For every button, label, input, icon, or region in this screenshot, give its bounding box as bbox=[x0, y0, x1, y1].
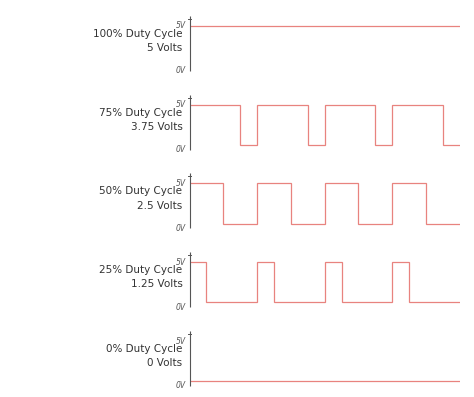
Text: 0V: 0V bbox=[175, 224, 185, 233]
Text: 50% Duty Cycle: 50% Duty Cycle bbox=[100, 186, 182, 197]
Text: 0V: 0V bbox=[175, 382, 185, 390]
Text: 0 Volts: 0 Volts bbox=[147, 358, 182, 368]
Text: 5V: 5V bbox=[175, 100, 185, 109]
Text: 1.25 Volts: 1.25 Volts bbox=[131, 279, 182, 289]
Text: 0% Duty Cycle: 0% Duty Cycle bbox=[106, 344, 182, 354]
Text: 75% Duty Cycle: 75% Duty Cycle bbox=[100, 108, 182, 118]
Text: 3.75 Volts: 3.75 Volts bbox=[131, 122, 182, 132]
Text: 2.5 Volts: 2.5 Volts bbox=[137, 200, 182, 211]
Text: 25% Duty Cycle: 25% Duty Cycle bbox=[100, 265, 182, 275]
Text: 0V: 0V bbox=[175, 145, 185, 154]
Text: 5 Volts: 5 Volts bbox=[147, 43, 182, 53]
Text: 5V: 5V bbox=[175, 179, 185, 188]
Text: 0V: 0V bbox=[175, 66, 185, 75]
Text: 0V: 0V bbox=[175, 303, 185, 312]
Text: 5V: 5V bbox=[175, 337, 185, 345]
Text: 5V: 5V bbox=[175, 258, 185, 267]
Text: 5V: 5V bbox=[175, 21, 185, 31]
Text: 100% Duty Cycle: 100% Duty Cycle bbox=[93, 29, 182, 39]
